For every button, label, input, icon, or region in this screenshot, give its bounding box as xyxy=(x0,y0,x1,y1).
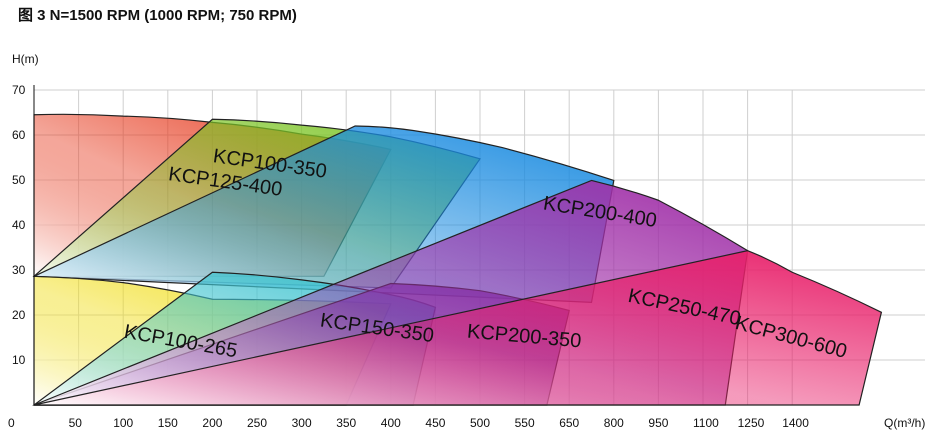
x-axis-title: Q(m³/h) xyxy=(884,416,925,430)
x-tick-label: 1250 xyxy=(738,416,765,430)
x-tick-label: 350 xyxy=(336,416,356,430)
x-tick-label: 1100 xyxy=(693,416,719,430)
x-tick-label: 50 xyxy=(69,416,83,430)
x-tick-label: 200 xyxy=(202,416,222,430)
y-tick-label: 40 xyxy=(12,218,26,232)
x-tick-label: 100 xyxy=(113,416,133,430)
x-tick-label: 0 xyxy=(8,416,15,430)
chart-axes: 10 20 30 40 50 60 70 0 50 100 150 200 250 300 350 400 45… xyxy=(8,52,925,430)
page-title: 图 3 N=1500 RPM (1000 RPM; 750 RPM) xyxy=(18,7,297,24)
x-tick-label: 1400 xyxy=(782,416,809,430)
x-tick-label: 150 xyxy=(158,416,178,430)
x-tick-label: 650 xyxy=(559,416,579,430)
x-tick-label: 950 xyxy=(648,416,668,430)
x-tick-label: 400 xyxy=(381,416,401,430)
area-kcp300-600 xyxy=(33,250,883,406)
x-tick-label: 250 xyxy=(247,416,267,430)
y-tick-label: 10 xyxy=(12,353,26,367)
x-tick-label: 800 xyxy=(604,416,624,430)
x-tick-label: 450 xyxy=(425,416,445,430)
chart-areas xyxy=(32,113,883,406)
x-tick-label: 550 xyxy=(515,416,535,430)
y-tick-label: 60 xyxy=(12,128,26,142)
y-tick-label: 20 xyxy=(12,308,26,322)
y-axis-title: H(m) xyxy=(12,52,39,66)
x-tick-label: 500 xyxy=(470,416,490,430)
x-tick-label: 300 xyxy=(292,416,312,430)
y-tick-label: 30 xyxy=(12,263,26,277)
y-tick-label: 70 xyxy=(12,83,26,97)
y-tick-label: 50 xyxy=(12,173,26,187)
